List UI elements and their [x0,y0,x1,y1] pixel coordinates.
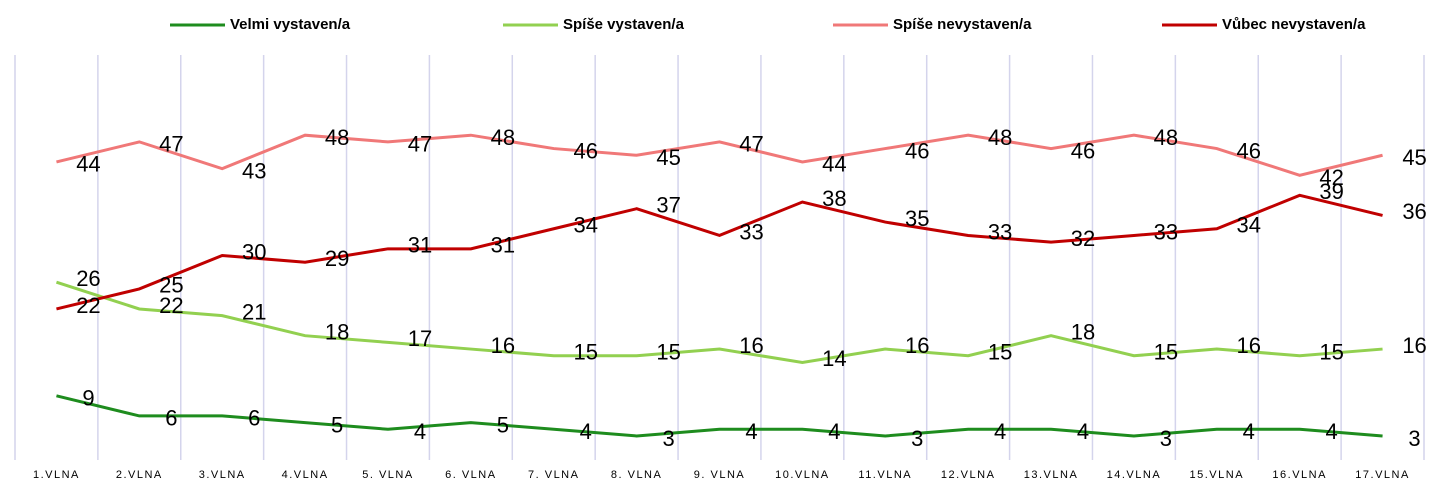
data-label: 46 [1237,138,1261,163]
data-label: 35 [905,206,929,231]
data-label: 5 [497,412,509,437]
data-label: 17 [408,326,432,351]
data-label: 48 [491,125,515,150]
data-label: 4 [414,419,426,444]
series-line [56,193,1383,311]
data-label: 9 [82,386,94,411]
data-label: 48 [325,125,349,150]
data-label: 3 [1408,426,1420,451]
x-tick-label: 7. VLNA [528,469,579,481]
data-label: 4 [745,419,757,444]
data-label: 46 [905,138,929,163]
data-label: 47 [159,132,183,157]
data-label: 3 [1160,426,1172,451]
data-label: 16 [1402,333,1426,358]
data-label: 16 [739,333,763,358]
x-tick-label: 12.VLNA [941,469,996,481]
data-label: 3 [662,426,674,451]
data-label: 16 [905,333,929,358]
x-tick-label: 16.VLNA [1272,469,1327,481]
legend-label: Spíše vystaven/a [563,16,685,33]
data-label: 38 [822,186,846,211]
data-label: 15 [1319,340,1343,365]
data-label: 26 [76,266,100,291]
data-label: 31 [408,233,432,258]
data-label: 6 [165,406,177,431]
x-tick-label: 6. VLNA [445,469,496,481]
data-label: 15 [656,340,680,365]
data-label: 45 [1402,145,1426,170]
data-label: 15 [573,340,597,365]
x-tick-label: 13.VLNA [1024,469,1079,481]
x-tick-label: 8. VLNA [611,469,662,481]
data-label: 42 [1319,165,1343,190]
data-label: 18 [1071,320,1095,345]
data-label: 33 [988,219,1012,244]
data-label: 25 [159,273,183,298]
data-label: 4 [580,419,592,444]
data-label: 4 [1243,419,1255,444]
data-label: 15 [988,340,1012,365]
series-line [55,280,1383,364]
legend-label: Spíše nevystaven/a [893,16,1032,33]
series-line [56,133,1383,177]
data-label: 39 [1319,179,1343,204]
data-label: 16 [1237,333,1261,358]
x-tick-label: 9. VLNA [694,469,745,481]
data-label: 4 [1077,419,1089,444]
data-label: 32 [1071,226,1095,251]
data-label: 6 [248,406,260,431]
x-tick-label: 14.VLNA [1107,469,1162,481]
data-label: 4 [1326,419,1338,444]
x-tick-label: 15.VLNA [1190,469,1245,481]
data-label: 5 [331,412,343,437]
data-label: 37 [656,193,680,218]
data-label: 14 [822,346,846,371]
data-label: 46 [573,138,597,163]
data-label: 48 [988,125,1012,150]
data-label: 44 [76,152,100,177]
data-label: 33 [739,219,763,244]
data-label: 43 [242,158,266,183]
data-label: 34 [573,213,597,238]
x-tick-label: 3.VLNA [199,469,246,481]
data-label: 47 [408,132,432,157]
x-tick-label: 11.VLNA [858,469,912,481]
x-tick-label: 1.VLNA [33,469,80,481]
data-label: 4 [994,419,1006,444]
data-label: 46 [1071,138,1095,163]
data-label: 36 [1402,199,1426,224]
data-label: 45 [656,145,680,170]
data-label: 15 [1154,340,1178,365]
data-label: 29 [325,246,349,271]
x-tick-label: 10.VLNA [775,469,830,481]
data-label: 21 [242,299,266,324]
data-label: 48 [1154,125,1178,150]
data-label: 4 [828,419,840,444]
data-label: 22 [159,293,183,318]
x-tick-label: 2.VLNA [116,469,163,481]
x-tick-label: 5. VLNA [362,469,413,481]
legend-label: Velmi vystaven/a [230,16,351,33]
data-label: 34 [1237,213,1261,238]
legend-label: Vůbec nevystaven/a [1222,16,1366,33]
data-label: 18 [325,320,349,345]
series-line [56,394,1383,438]
data-label: 30 [242,239,266,264]
data-label: 22 [76,293,100,318]
x-tick-label: 17.VLNA [1355,469,1410,481]
data-label: 3 [911,426,923,451]
data-label: 44 [822,152,846,177]
data-label: 47 [739,132,763,157]
x-tick-label: 4.VLNA [282,469,329,481]
data-label: 33 [1154,219,1178,244]
data-label: 16 [491,333,515,358]
data-label: 31 [491,233,515,258]
